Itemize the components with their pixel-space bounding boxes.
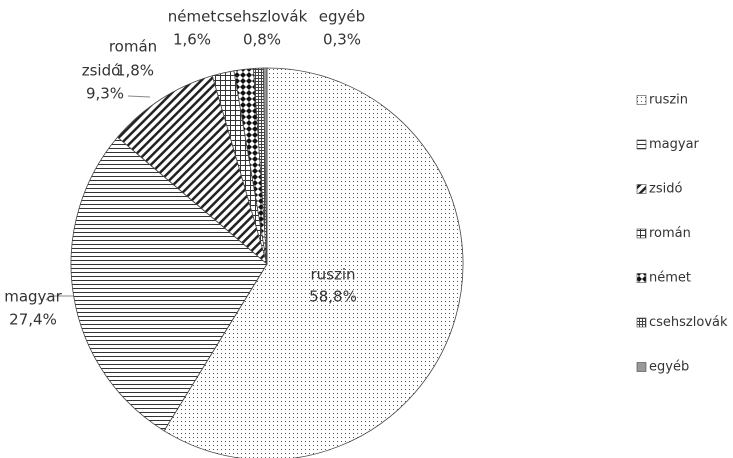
pie-slice	[262, 67, 268, 265]
slice-label-value: 0,3%	[323, 31, 361, 49]
leader-line	[127, 95, 151, 98]
legend-label: német	[649, 271, 691, 286]
leader-line	[45, 295, 78, 301]
legend-label: egyéb	[649, 360, 689, 375]
slice-label-name: német	[168, 8, 217, 26]
slice-label-name: zsidó	[82, 62, 121, 80]
legend-label: ruszin	[649, 93, 688, 108]
pie-slice	[163, 67, 464, 458]
slice-label-value: 1,6%	[173, 31, 211, 49]
slice-label-name: egyéb	[319, 8, 365, 26]
slice-label-value: 58,8%	[309, 288, 357, 306]
leader-lines	[45, 95, 151, 301]
pie-slice	[116, 75, 268, 266]
legend-label: magyar	[649, 137, 700, 152]
slice-label-name: ruszin	[310, 266, 355, 284]
slice-label-name: csehszlovák	[217, 8, 308, 26]
slice-label-name: magyar	[4, 288, 62, 306]
legend-label: román	[649, 226, 691, 241]
slice-label-value: 9,3%	[86, 85, 124, 103]
legend-key	[636, 184, 647, 194]
legend-label: csehszlovák	[649, 315, 728, 330]
slice-label-name: román	[109, 38, 157, 56]
legend-key	[636, 317, 647, 328]
legend-key	[636, 362, 647, 372]
legend-key	[636, 228, 647, 239]
legend-key	[636, 95, 647, 105]
pie-slice	[70, 136, 268, 432]
legend-label: zsidó	[649, 182, 682, 197]
slice-label-value: 1,8%	[116, 62, 154, 80]
slice-label-value: 0,8%	[243, 31, 281, 49]
legend-key	[636, 273, 647, 283]
slice-label-value: 27,4%	[9, 311, 57, 329]
legend-key	[636, 139, 647, 150]
